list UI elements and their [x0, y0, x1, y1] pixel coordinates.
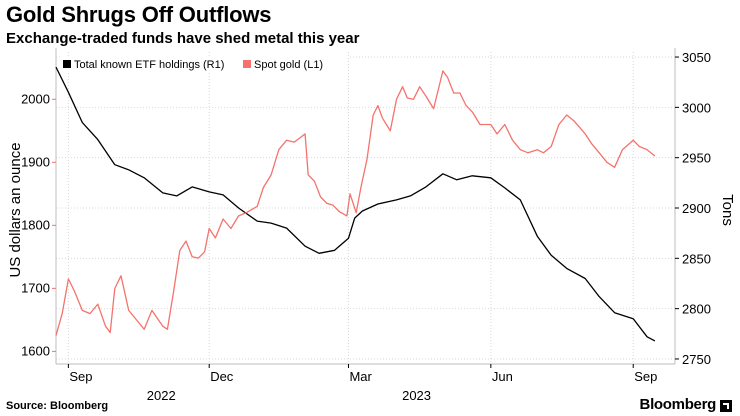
spot-gold-line — [55, 70, 656, 336]
chart-subtitle: Exchange-traded funds have shed metal th… — [6, 30, 360, 47]
legend-label-etf: Total known ETF holdings (R1) — [74, 59, 224, 71]
brand-logo-text: Bloomberg — [639, 396, 717, 413]
chart-title: Gold Shrugs Off Outflows — [6, 2, 272, 27]
legend-label-gold: Spot gold (L1) — [254, 59, 323, 71]
x-tick-label: Sep — [69, 369, 92, 384]
x-year-label: 2022 — [147, 388, 176, 403]
y-right-tick-label: 2750 — [682, 352, 711, 367]
y-left-tick-label: 1900 — [21, 154, 50, 169]
etf-holdings-line — [55, 66, 656, 342]
y-right-tick-label: 3000 — [682, 100, 711, 115]
y-left-tick-label: 1700 — [21, 280, 50, 295]
legend-swatch-gold — [243, 60, 251, 68]
legend-box — [60, 56, 348, 72]
x-year-label: 2023 — [402, 388, 431, 403]
x-tick-label: Dec — [210, 369, 234, 384]
y-left-tick-label: 2000 — [21, 91, 50, 106]
x-tick-label: Sep — [634, 369, 657, 384]
source-note: Source: Bloomberg — [6, 400, 109, 412]
y-left-tick-label: 1800 — [21, 217, 50, 232]
y-axis-left-title: US dollars an ounce — [7, 142, 24, 277]
y-right-tick-label: 2900 — [682, 201, 711, 216]
x-tick-label: Mar — [349, 369, 372, 384]
y-right-tick-label: 2850 — [682, 251, 711, 266]
y-right-tick-label: 2800 — [682, 302, 711, 317]
x-tick-label: Jun — [492, 369, 513, 384]
legend-swatch-etf — [63, 60, 71, 68]
y-left-tick-label: 1600 — [21, 343, 50, 358]
y-axis-right-title: Tons — [719, 194, 736, 226]
bloomberg-arrow-icon — [720, 400, 732, 412]
y-right-tick-label: 3050 — [682, 50, 711, 65]
y-right-tick-label: 2950 — [682, 151, 711, 166]
